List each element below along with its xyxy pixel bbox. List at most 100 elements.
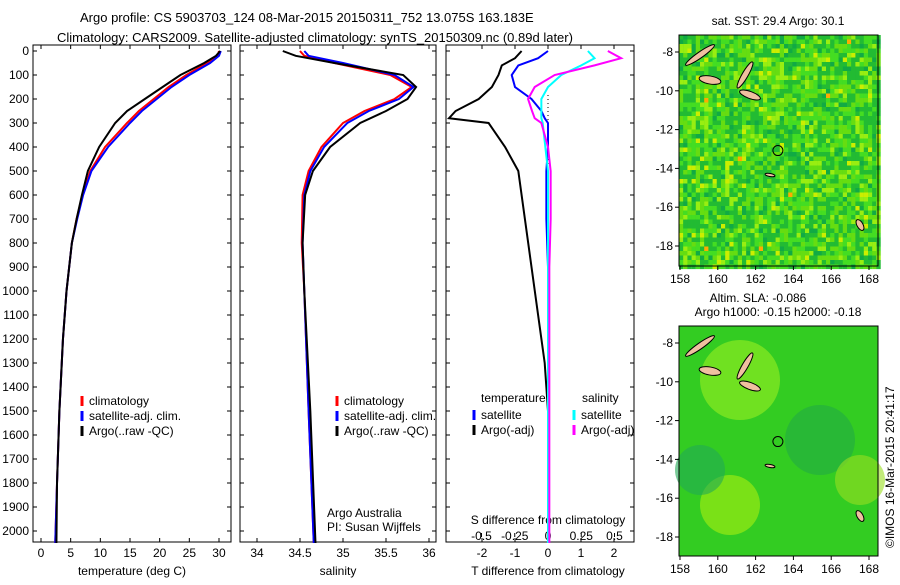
sst-pixel	[800, 84, 806, 90]
sst-pixel	[683, 93, 688, 99]
sst-pixel	[796, 206, 801, 211]
sst-pixel	[721, 102, 726, 108]
sst-pixel	[687, 125, 692, 130]
sst-pixel	[733, 57, 738, 63]
sst-pixel	[704, 251, 709, 256]
sst-pixel	[750, 264, 755, 270]
sst-pixel	[838, 201, 843, 207]
sst-pixel	[708, 89, 713, 94]
sst-pixel	[872, 183, 877, 189]
sst-pixel	[737, 237, 743, 243]
sst-pixel	[830, 89, 835, 94]
sst-pixel	[868, 111, 873, 117]
sst-pixel	[716, 165, 722, 171]
sst-pixel	[729, 255, 734, 261]
sst-pixel	[868, 129, 873, 135]
sst-pixel	[700, 224, 705, 229]
sst-pixel	[725, 107, 730, 112]
sst-pixel	[729, 152, 734, 157]
sst-pixel	[838, 170, 843, 175]
sst-pixel	[859, 66, 864, 72]
sst-pixel	[687, 129, 692, 135]
sst-pixel	[842, 44, 848, 49]
sst-pixel	[830, 84, 835, 90]
sst-pixel	[784, 111, 789, 117]
sst-pixel	[796, 66, 801, 72]
sst-pixel	[805, 156, 810, 162]
sst-pixel	[800, 174, 806, 180]
sst-pixel	[763, 143, 768, 148]
sst-pixel	[725, 233, 730, 238]
sst-pixel	[817, 161, 822, 166]
map-lat-label: -14	[656, 161, 674, 175]
sst-pixel	[872, 251, 877, 256]
sst-pixel	[775, 71, 780, 76]
sst-pixel	[817, 201, 822, 207]
sst-pixel	[842, 39, 848, 45]
sst-pixel	[792, 188, 797, 193]
sst-pixel	[737, 111, 743, 117]
x-tick-label: 0	[38, 546, 45, 560]
sst-pixel	[826, 57, 831, 63]
sst-pixel	[679, 39, 684, 45]
sst-pixel	[695, 80, 701, 85]
sst-pixel	[851, 93, 856, 99]
sst-pixel	[792, 129, 797, 135]
sst-pixel	[742, 188, 747, 193]
sst-pixel	[868, 161, 873, 166]
sst-pixel	[725, 102, 730, 108]
sst-pixel	[792, 179, 797, 184]
sst-pixel	[737, 93, 743, 99]
sst-pixel	[712, 210, 717, 216]
sst-pixel	[725, 35, 730, 40]
sst-pixel	[872, 147, 877, 153]
sst-pixel	[708, 147, 713, 153]
sst-pixel	[758, 147, 764, 153]
sst-pixel	[695, 147, 701, 153]
sst-pixel	[733, 84, 738, 90]
sst-pixel	[859, 264, 864, 270]
sst-pixel	[683, 66, 688, 72]
sst-pixel	[834, 48, 839, 54]
sst-pixel	[800, 210, 806, 216]
sst-pixel	[868, 246, 873, 252]
sst-pixel	[800, 188, 806, 193]
sst-pixel	[855, 125, 860, 130]
sst-pixel	[821, 233, 827, 238]
sst-pixel	[704, 116, 709, 121]
sst-pixel	[872, 35, 877, 40]
sst-pixel	[876, 192, 881, 198]
sst-pixel	[784, 107, 789, 112]
island-shape	[736, 352, 754, 380]
sst-pixel	[721, 251, 726, 256]
sst-pixel	[817, 84, 822, 90]
sst-pixel	[792, 147, 797, 153]
sst-pixel	[679, 192, 684, 198]
sst-pixel	[725, 93, 730, 99]
sst-pixel	[847, 98, 852, 103]
sst-pixel	[830, 233, 835, 238]
sst-pixel	[809, 215, 814, 220]
sst-pixel	[687, 93, 692, 99]
sst-pixel	[687, 84, 692, 90]
sst-pixel	[805, 48, 810, 54]
sst-pixel	[742, 233, 747, 238]
sst-pixel	[788, 224, 793, 229]
sst-pixel	[859, 237, 864, 243]
sst-pixel	[737, 125, 743, 130]
sst-pixel	[779, 224, 785, 229]
sst-pixel	[708, 215, 713, 220]
sst-pixel	[704, 201, 709, 207]
sst-pixel	[876, 170, 881, 175]
sst-pixel	[876, 84, 881, 90]
sst-pixel	[834, 116, 839, 121]
sst-pixel	[805, 242, 810, 247]
title-line-1: Argo profile: CS 5903703_124 08-Mar-2015…	[80, 10, 534, 25]
sst-pixel	[763, 66, 768, 72]
sst-pixel	[800, 147, 806, 153]
sst-pixel	[813, 111, 818, 117]
sst-pixel	[821, 62, 827, 67]
sst-pixel	[788, 206, 793, 211]
sst-pixel	[700, 170, 705, 175]
sst-pixel	[855, 53, 860, 58]
